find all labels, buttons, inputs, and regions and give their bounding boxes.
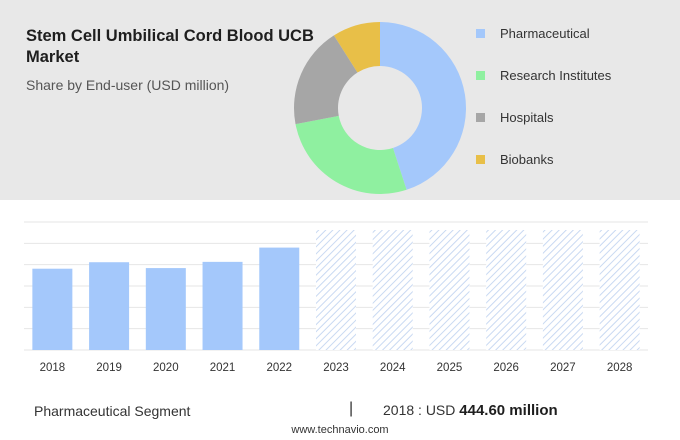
bar-2021 — [202, 261, 243, 350]
legend-label: Pharmaceutical — [500, 25, 590, 41]
x-tick-label: 2025 — [437, 362, 463, 374]
x-tick-label: 2020 — [153, 362, 179, 374]
forecast-bar-2028 — [599, 230, 640, 350]
footer-separator: | — [349, 400, 354, 417]
legend-item-hospitals: Hospitals — [474, 96, 674, 138]
footer-value: 2018 : USD 444.60 million — [383, 402, 558, 419]
x-tick-label: 2018 — [40, 362, 66, 374]
bar-2022 — [259, 247, 300, 350]
bar-chart: 2018 2019 2020 2021 2022 2023 2024 2025 2026 2027… — [24, 221, 648, 374]
bar-2018 — [32, 268, 73, 350]
forecast-bar-2025 — [429, 230, 470, 350]
x-tick-label: 2027 — [550, 362, 576, 374]
forecast-bar-2024 — [372, 230, 413, 350]
bar-2019 — [89, 262, 130, 350]
legend-swatch — [476, 70, 485, 80]
x-tick-label: 2019 — [96, 362, 122, 374]
legend-item-research-institutes: Research Institutes — [474, 54, 674, 96]
legend-swatch — [476, 28, 485, 38]
donut-slice-research-institutes — [295, 115, 407, 195]
chart-title: Stem Cell Umbilical Cord Blood UCB Marke… — [26, 27, 314, 66]
legend-item-pharmaceutical: Pharmaceutical — [474, 12, 674, 54]
donut-chart — [294, 22, 466, 195]
forecast-bar-2026 — [486, 230, 527, 350]
x-tick-label: 2024 — [380, 362, 406, 374]
donut-slice-biobanks — [333, 22, 380, 73]
donut-slice-pharmaceutical — [380, 22, 466, 190]
footer-url: www.technavio.com — [291, 424, 389, 436]
x-tick-label: 2028 — [607, 362, 633, 374]
forecast-bar-2023 — [316, 230, 356, 350]
legend-label: Hospitals — [500, 109, 554, 125]
bar-2020 — [145, 268, 186, 350]
x-tick-label: 2026 — [493, 362, 519, 374]
footer-value-amount: 444.60 million — [459, 402, 558, 419]
legend-label: Biobanks — [500, 151, 554, 167]
legend-swatch — [476, 112, 485, 122]
legend-item-biobanks: Biobanks — [474, 138, 674, 180]
legend-swatch — [476, 154, 485, 164]
forecast-bar-2027 — [542, 230, 583, 350]
x-tick-label: 2022 — [266, 362, 292, 374]
legend-label: Research Institutes — [500, 67, 612, 83]
chart-subtitle: Share by End-user (USD million) — [26, 77, 230, 93]
footer-segment-label: Pharmaceutical Segment — [34, 403, 191, 419]
donut-slice-hospitals — [294, 35, 358, 125]
legend: Pharmaceutical Research Institutes Hospi… — [474, 12, 674, 180]
footer-year-label: 2018 : USD — [383, 402, 456, 418]
x-tick-label: 2021 — [210, 362, 236, 374]
x-tick-label: 2023 — [323, 362, 349, 374]
